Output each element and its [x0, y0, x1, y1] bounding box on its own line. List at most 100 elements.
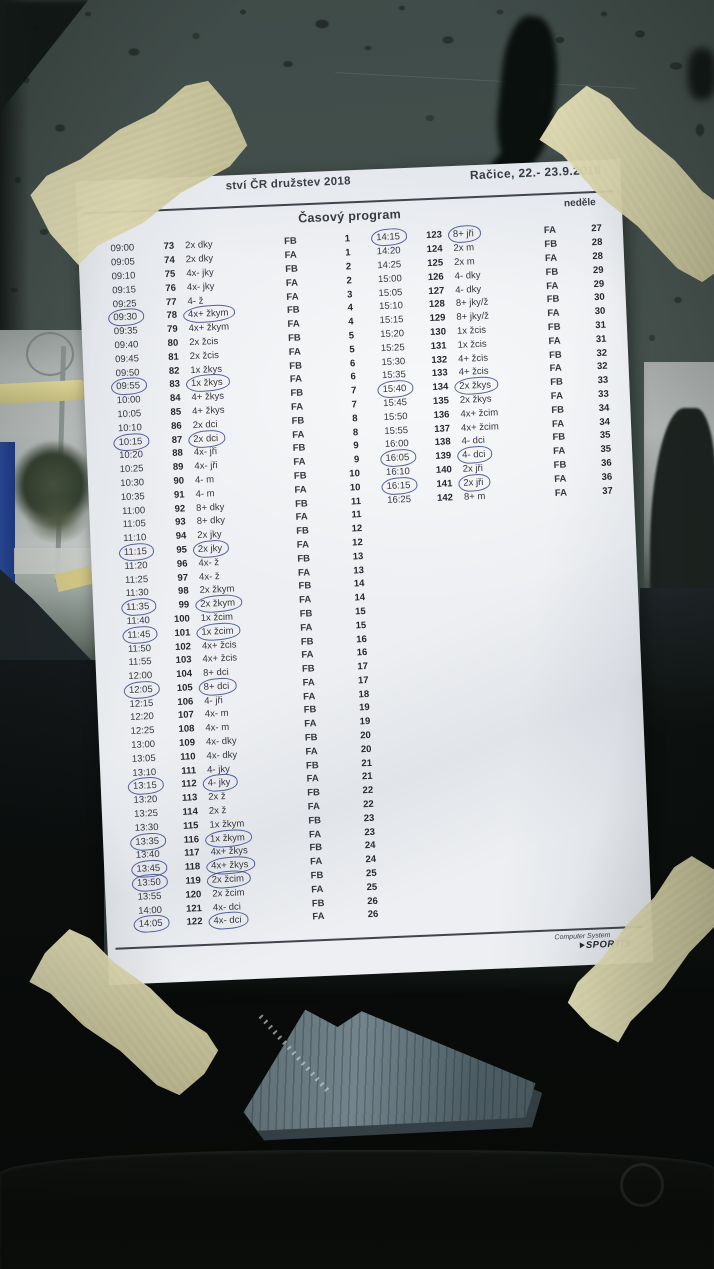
- heat-code-cell: FA: [545, 390, 585, 403]
- heat-code-cell: FB: [289, 497, 333, 510]
- boat-class: 2x žcis: [189, 335, 219, 349]
- final-number: 16: [356, 647, 368, 659]
- race-number-cell: 82: [139, 365, 180, 378]
- final-number: 6: [349, 357, 356, 369]
- heat-code-cell: FA: [297, 690, 341, 703]
- race-time: 11:50: [127, 642, 152, 655]
- race-time: 13:20: [133, 794, 158, 807]
- race-time: 12:15: [129, 697, 154, 710]
- heat-code-cell: FA: [548, 472, 588, 485]
- final-number: 6: [350, 371, 357, 383]
- race-number: 102: [174, 640, 192, 653]
- race-number-cell: 107: [154, 710, 194, 723]
- final-number-cell: 9: [331, 454, 360, 466]
- race-number: 116: [183, 833, 200, 846]
- final-number: 20: [360, 743, 372, 756]
- final-number-cell: 20: [343, 730, 371, 742]
- final-number: 14: [354, 592, 366, 604]
- race-number-cell: 111: [156, 765, 196, 778]
- heat-code-cell: FB: [288, 469, 332, 482]
- final-number: 8: [352, 412, 358, 425]
- final-number: 21: [361, 757, 373, 769]
- heat-code-cell: FA: [295, 648, 339, 661]
- race-time: 15:45: [382, 397, 408, 410]
- race-number-cell: 112: [157, 779, 197, 792]
- race-time-cell: 15:20: [358, 328, 404, 341]
- final-number-cell: 4: [325, 316, 354, 328]
- heat-code-cell: FA: [303, 828, 347, 841]
- boat-class: 4- m: [194, 474, 215, 486]
- heat-code-cell: FA: [289, 511, 333, 524]
- final-number: 26: [367, 909, 379, 921]
- boat-class: 2x m: [453, 256, 475, 268]
- final-number-cell: 11: [333, 509, 361, 521]
- heat-code: FA: [302, 690, 316, 703]
- schedule-column-right: 14:15 123 8+ jři FA 27 14:20 124 2x m FB…: [354, 222, 617, 508]
- race-time-cell: 09:50: [89, 367, 139, 380]
- race-number: 104: [176, 668, 193, 681]
- race-time: 13:30: [134, 821, 159, 834]
- heat-code-cell: FA: [543, 362, 583, 375]
- final-number: 2: [345, 261, 352, 273]
- race-time-cell: 14:25: [355, 259, 401, 272]
- heat-code-cell: FA: [538, 224, 578, 237]
- boat-class: 2x ž: [208, 791, 226, 803]
- race-time: 10:10: [117, 421, 142, 434]
- heat-code: FA: [543, 225, 557, 237]
- heat-code-cell: FA: [286, 428, 330, 441]
- race-time: 16:25: [386, 493, 412, 506]
- final-number: 36: [601, 471, 613, 483]
- heat-code-cell: FB: [544, 376, 584, 389]
- race-time-cell: 13:20: [107, 794, 157, 807]
- race-time: 09:15: [111, 284, 137, 297]
- final-number: 17: [357, 674, 369, 687]
- race-time-cell: 15:40: [360, 383, 406, 396]
- final-number: 17: [357, 661, 369, 673]
- race-time: 11:15: [123, 546, 148, 558]
- heat-code-cell: FB: [296, 662, 340, 675]
- race-time: 12:00: [128, 670, 153, 683]
- heat-code-cell: FB: [283, 359, 327, 372]
- heat-code: FA: [289, 373, 303, 386]
- boat-class: 2x dky: [184, 239, 213, 252]
- race-time-cell: 13:55: [111, 891, 161, 904]
- final-number-cell: 17: [340, 661, 368, 673]
- boat-class: 2x m: [453, 242, 475, 255]
- race-number-cell: 116: [159, 833, 200, 847]
- boat-class: 1x žkys: [190, 377, 223, 390]
- heat-code-cell: FB: [298, 704, 342, 717]
- final-number: 9: [353, 440, 359, 452]
- race-number: 106: [177, 695, 194, 708]
- heat-code: FA: [309, 856, 323, 868]
- final-number-cell: 6: [328, 372, 356, 384]
- race-time-cell: 10:10: [92, 422, 142, 435]
- race-time: 14:00: [137, 904, 163, 917]
- heat-code-cell: FB: [301, 786, 345, 799]
- race-number-cell: 136: [407, 409, 449, 422]
- heat-code: FB: [287, 332, 302, 344]
- race-number-cell: 98: [148, 586, 189, 599]
- heat-code-cell: FB: [285, 414, 329, 427]
- heat-code-cell: FA: [298, 717, 342, 730]
- heat-code: FA: [548, 335, 561, 347]
- final-number: 14: [353, 578, 365, 590]
- final-number-cell: 8: [330, 427, 359, 439]
- race-number-cell: 89: [143, 462, 184, 475]
- heat-code: FB: [300, 635, 314, 648]
- race-time: 12:25: [130, 725, 155, 738]
- heat-code: FB: [294, 497, 308, 510]
- final-number: 33: [597, 374, 609, 387]
- race-number-cell: 86: [142, 420, 182, 433]
- boat-class: 8+ jři: [452, 228, 475, 241]
- race-time: 11:45: [127, 628, 151, 641]
- race-number: 138: [434, 436, 451, 449]
- race-number: 135: [432, 395, 450, 407]
- race-number: 134: [432, 381, 449, 394]
- heat-code: FB: [310, 870, 324, 882]
- final-number-cell: 26: [350, 909, 379, 921]
- race-number: 119: [185, 875, 202, 887]
- heat-code: FA: [285, 277, 299, 289]
- race-number-cell: 102: [151, 641, 191, 654]
- heat-code: FB: [289, 360, 303, 372]
- race-number: 127: [428, 284, 445, 297]
